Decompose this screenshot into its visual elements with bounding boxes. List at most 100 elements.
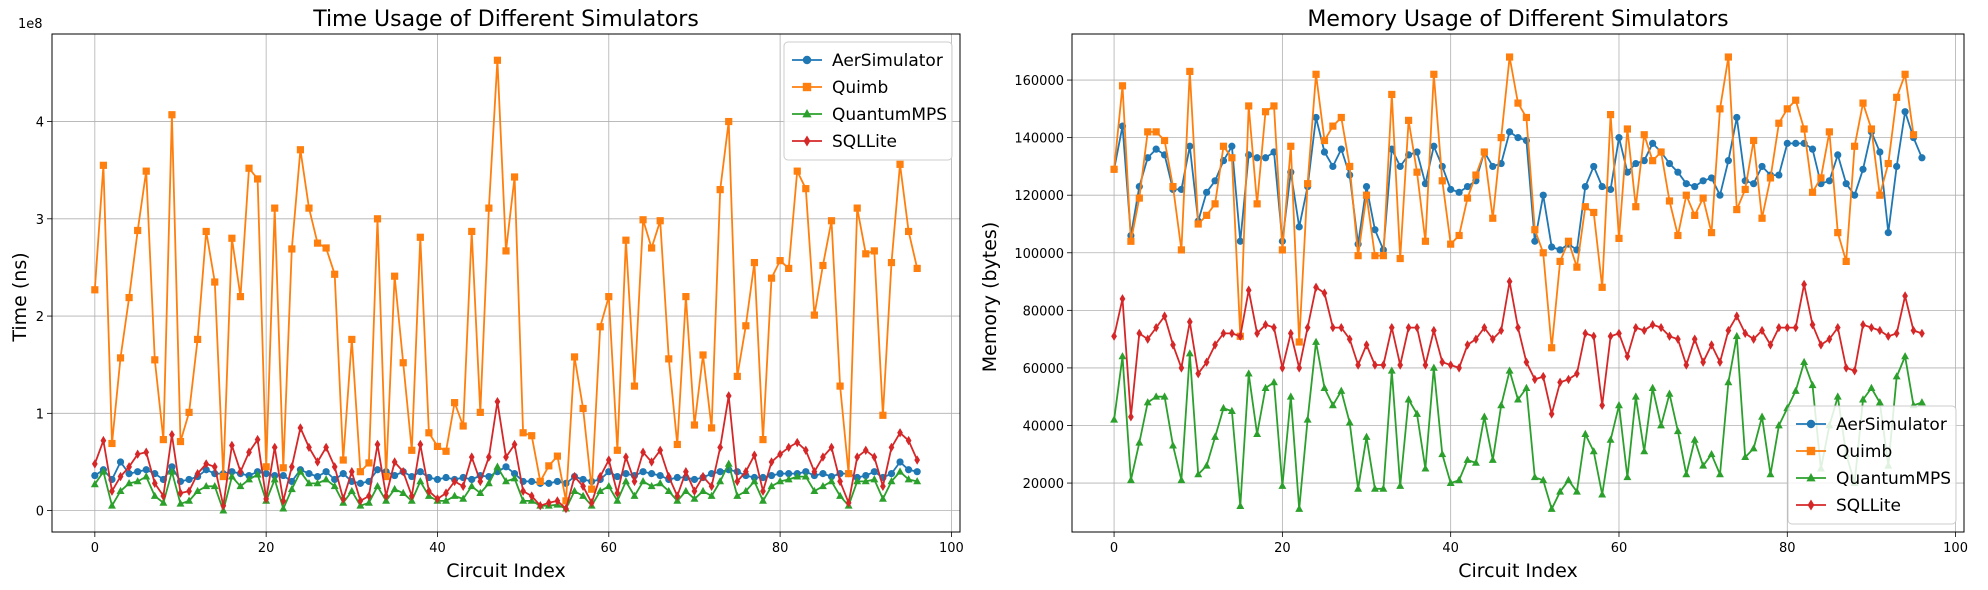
data-point [528, 477, 536, 486]
data-point [1690, 435, 1699, 443]
data-point [279, 504, 288, 512]
data-point [880, 481, 886, 491]
data-point [459, 494, 468, 502]
data-point [1565, 374, 1572, 385]
data-point [1691, 211, 1699, 219]
data-point [1372, 360, 1378, 370]
data-point [656, 479, 665, 487]
data-point [1683, 360, 1690, 370]
data-point [673, 440, 681, 449]
data-point [819, 261, 827, 270]
data-point [1329, 162, 1337, 171]
data-point [1623, 472, 1632, 481]
x-tick-label: 20 [1274, 541, 1291, 556]
data-point [1481, 322, 1488, 333]
data-point [391, 471, 399, 480]
data-point [1345, 418, 1354, 426]
data-point [870, 475, 879, 483]
data-point [202, 227, 210, 236]
data-point [1901, 108, 1909, 116]
data-point [1236, 237, 1244, 245]
data-point [683, 467, 689, 477]
data-point [1421, 237, 1430, 245]
data-point [1126, 475, 1135, 484]
data-point [665, 355, 673, 363]
data-point [665, 471, 672, 482]
data-point [579, 404, 587, 413]
data-point [1110, 415, 1119, 423]
data-point [1110, 165, 1118, 173]
data-point [751, 450, 758, 460]
data-point [1186, 317, 1193, 327]
data-point [1287, 328, 1294, 339]
data-point [1497, 401, 1506, 409]
data-point [1405, 322, 1412, 333]
data-point [1321, 288, 1328, 298]
data-point [785, 470, 793, 478]
data-point [1371, 226, 1379, 234]
data-point [374, 439, 381, 450]
data-point [1675, 334, 1681, 344]
data-point [1144, 154, 1152, 162]
data-point [1261, 383, 1270, 391]
data-point [322, 244, 330, 252]
data-point [1489, 334, 1496, 344]
data-point [1902, 291, 1908, 301]
data-point [1354, 252, 1362, 260]
data-point [1717, 357, 1723, 367]
y-tick-label: 160000 [1014, 74, 1064, 89]
data-point [1111, 331, 1117, 341]
data-point [169, 430, 175, 440]
data-point [177, 488, 184, 498]
data-point [657, 445, 664, 455]
data-point [913, 264, 921, 273]
data-point [613, 446, 621, 454]
data-point [125, 470, 133, 478]
data-point [1170, 340, 1176, 350]
data-point [262, 463, 270, 471]
data-point [331, 270, 339, 278]
data-point [185, 475, 193, 484]
y-tick-label: 20000 [1023, 477, 1064, 492]
data-point [194, 335, 202, 344]
data-point [1800, 125, 1808, 133]
data-point [1228, 142, 1236, 150]
data-point [433, 442, 442, 451]
legend-swatch-marker [1806, 446, 1816, 456]
data-point [802, 185, 810, 193]
data-point [1724, 157, 1732, 165]
data-point [493, 56, 502, 64]
legend-entry: SQLLite [832, 132, 897, 152]
data-point [1539, 249, 1547, 257]
legend-entry: QuantumMPS [1836, 469, 1951, 489]
data-point [1262, 320, 1269, 330]
data-point [1616, 328, 1622, 339]
data-point [579, 475, 587, 484]
data-point [1749, 444, 1758, 452]
data-point [639, 477, 648, 485]
data-point [836, 491, 845, 499]
y-tick-label: 40000 [1023, 419, 1064, 434]
data-point [1800, 357, 1809, 366]
y-tick-label: 2 [36, 310, 44, 325]
data-point [1253, 429, 1262, 438]
data-point [750, 258, 759, 267]
chart-title: Time Usage of Different Simulators [312, 7, 699, 32]
data-point [1185, 349, 1194, 357]
data-point [408, 446, 416, 454]
data-point [450, 491, 459, 499]
data-point [1860, 320, 1866, 330]
data-point [1463, 194, 1472, 202]
series-quimb [1110, 53, 1918, 352]
data-point [1590, 331, 1597, 341]
data-point [690, 475, 699, 484]
data-point [1876, 325, 1883, 336]
data-point [1229, 328, 1235, 339]
data-point [408, 491, 415, 501]
data-point [357, 496, 364, 506]
data-point [408, 472, 416, 481]
data-point [305, 204, 313, 212]
data-point [1362, 432, 1371, 440]
data-point [1733, 113, 1741, 122]
data-point [905, 466, 913, 474]
